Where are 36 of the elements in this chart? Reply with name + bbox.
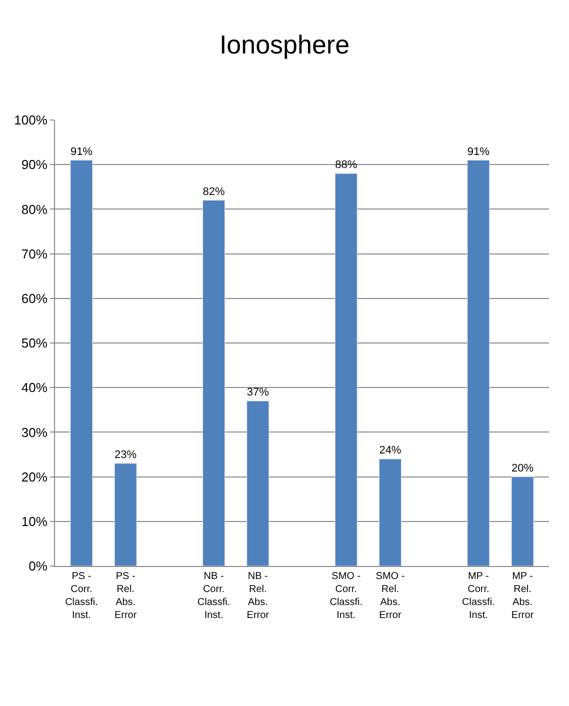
- chart-title: Ionosphere: [219, 30, 350, 60]
- y-tick-label: 30%: [21, 424, 48, 440]
- y-tick-label: 0%: [28, 558, 48, 574]
- y-tick-label: 50%: [21, 336, 48, 351]
- y-tick-label: 90%: [21, 157, 48, 172]
- y-tick-label: 40%: [21, 380, 48, 396]
- data-label: 37%: [246, 386, 270, 399]
- bar: [511, 476, 534, 566]
- x-tick-label: NB - Corr. Classfi. Inst.: [197, 571, 230, 621]
- bar: [70, 160, 93, 566]
- data-label: 24%: [379, 444, 402, 457]
- x-tick-label: SMO - Rel. Abs. Error: [376, 571, 405, 621]
- x-tick-label: PS - Rel. Abs. Error: [114, 571, 138, 621]
- y-tick-label: 60%: [21, 290, 48, 306]
- x-tick-label: MP - Corr. Classfi. Inst.: [462, 571, 495, 621]
- x-tick-label: SMO - Corr. Classfi. Inst.: [330, 571, 363, 621]
- data-label: 23%: [114, 449, 137, 462]
- data-label: 91%: [467, 146, 490, 158]
- data-label: 88%: [335, 159, 358, 172]
- y-tick-label: 10%: [21, 514, 48, 529]
- bar: [246, 400, 270, 566]
- data-label: 91%: [70, 146, 93, 158]
- bar: [378, 458, 402, 566]
- y-tick-label: 80%: [21, 202, 48, 217]
- data-label: 82%: [202, 186, 226, 198]
- x-tick-label: PS - Corr. Classfi. Inst.: [65, 571, 98, 621]
- x-tick-label: NB - Rel. Abs. Error: [246, 571, 270, 621]
- y-tick-label: 70%: [21, 246, 48, 262]
- bar: [467, 160, 490, 566]
- y-tick-label: 20%: [21, 469, 48, 484]
- bar: [334, 173, 358, 566]
- bar: [114, 463, 137, 566]
- bar: [202, 200, 226, 566]
- data-label: 20%: [512, 462, 534, 474]
- x-tick-label: MP - Rel. Abs. Error: [511, 571, 534, 621]
- y-tick-label: 100%: [14, 112, 48, 128]
